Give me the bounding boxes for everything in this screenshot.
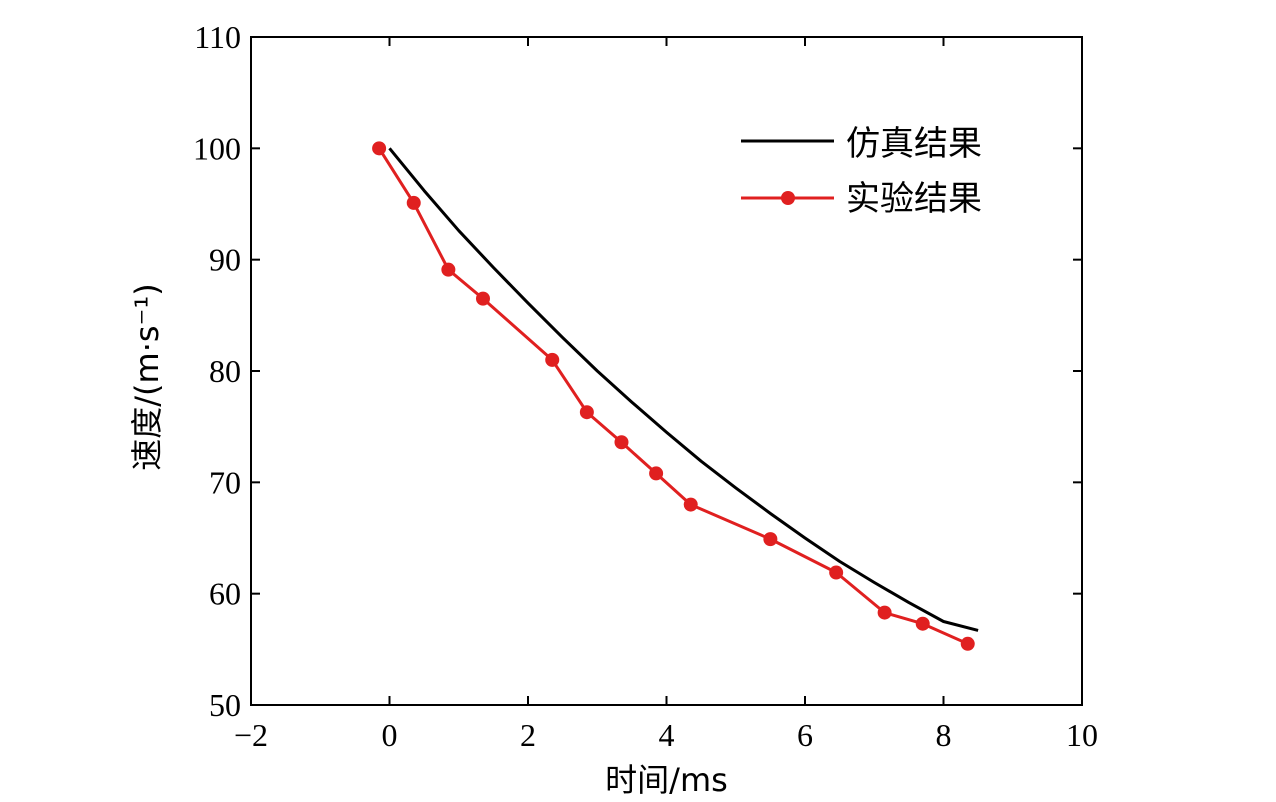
x-tick-label: −2 — [234, 717, 268, 753]
y-tick-label: 60 — [209, 576, 241, 612]
y-tick-label: 110 — [194, 19, 241, 55]
simulation-line — [388, 147, 979, 632]
y-tick-label: 90 — [209, 242, 241, 278]
experiment-line — [377, 147, 969, 646]
y-tick-label: 50 — [209, 687, 241, 723]
legend-marker-experiment — [781, 191, 795, 205]
x-tick-label: 8 — [936, 717, 952, 753]
x-tick-label: 10 — [1066, 717, 1098, 753]
axis-ticks: −2 0 2 4 6 8 10 50 60 70 80 90 100 110 — [193, 19, 1098, 753]
experiment-point — [545, 352, 560, 367]
experiment-point — [877, 605, 892, 620]
experiment-point — [649, 466, 664, 481]
y-tick-label: 80 — [209, 353, 241, 389]
legend-label-experiment: 实验结果 — [846, 179, 982, 219]
experiment-point — [763, 532, 778, 547]
y-axis-title: 速度/(m·s⁻¹) — [128, 283, 166, 471]
experiment-point — [372, 141, 387, 156]
plot-marks — [372, 141, 979, 651]
experiment-point — [829, 565, 844, 580]
y-tick-label: 100 — [193, 130, 241, 166]
x-axis-title: 时间/ms — [605, 761, 728, 799]
experiment-point — [579, 405, 594, 420]
x-tick-label: 2 — [520, 717, 536, 753]
legend: 仿真结果 实验结果 — [741, 124, 982, 219]
x-tick-label: 0 — [382, 717, 398, 753]
experiment-point — [683, 497, 698, 512]
x-tick-label: 4 — [659, 717, 675, 753]
experiment-point — [406, 195, 421, 210]
experiment-point — [614, 435, 629, 450]
experiment-point — [441, 262, 456, 277]
experiment-point — [960, 636, 975, 651]
experiment-point — [475, 291, 490, 306]
x-tick-label: 6 — [797, 717, 813, 753]
legend-label-simulation: 仿真结果 — [846, 124, 982, 164]
experiment-point — [915, 616, 930, 631]
y-tick-label: 70 — [209, 464, 241, 500]
